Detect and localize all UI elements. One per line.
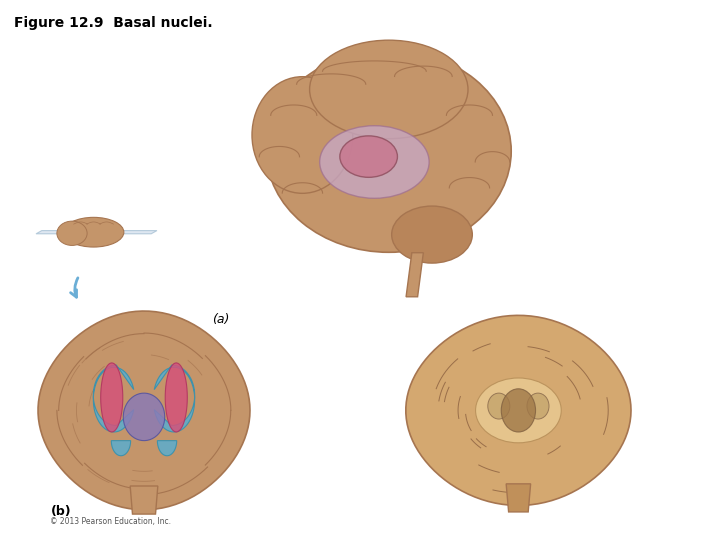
Ellipse shape [488,393,510,419]
Polygon shape [112,441,130,456]
Polygon shape [101,363,123,432]
FancyArrowPatch shape [71,278,78,297]
Text: (b): (b) [50,505,71,518]
Ellipse shape [310,40,468,139]
Ellipse shape [63,217,124,247]
Text: © 2013 Pearson Education, Inc.: © 2013 Pearson Education, Inc. [50,517,171,526]
Polygon shape [154,365,194,432]
Polygon shape [406,253,423,297]
Polygon shape [38,311,250,510]
Ellipse shape [392,206,472,263]
Ellipse shape [501,389,536,432]
Text: Figure 12.9  Basal nuclei.: Figure 12.9 Basal nuclei. [14,16,213,30]
Ellipse shape [340,136,397,177]
Ellipse shape [266,50,511,252]
Polygon shape [506,484,531,512]
Ellipse shape [57,221,87,245]
Polygon shape [123,393,165,441]
Polygon shape [406,315,631,505]
Polygon shape [130,486,158,514]
Ellipse shape [252,77,353,193]
Ellipse shape [475,378,562,443]
Ellipse shape [320,126,429,198]
Polygon shape [165,363,187,432]
Polygon shape [36,231,157,234]
Polygon shape [94,365,134,432]
Ellipse shape [527,393,549,419]
Text: (a): (a) [212,313,230,326]
Polygon shape [158,441,176,456]
